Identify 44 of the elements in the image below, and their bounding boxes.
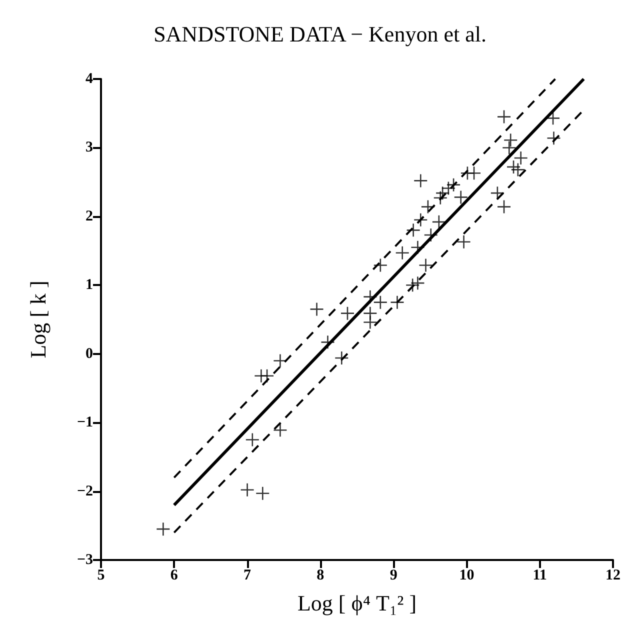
- point: [414, 174, 428, 188]
- point: [406, 224, 420, 237]
- point: [414, 213, 428, 226]
- point: [498, 200, 511, 214]
- point: [498, 110, 511, 124]
- point: [454, 190, 468, 204]
- point: [246, 433, 259, 446]
- point: [274, 424, 287, 437]
- point: [340, 306, 354, 320]
- y-tick-label: 1: [86, 277, 93, 294]
- y-axis-title: Log [ k ]: [26, 280, 50, 358]
- point: [374, 296, 387, 309]
- point: [434, 191, 447, 204]
- x-tick-label: 5: [97, 568, 105, 584]
- x-tick-label: 11: [532, 568, 547, 584]
- y-tick-label: −2: [76, 483, 93, 500]
- x-tick-label: 6: [170, 568, 178, 584]
- point: [468, 166, 481, 180]
- point: [240, 483, 254, 496]
- point: [390, 296, 404, 309]
- point: [511, 163, 524, 176]
- x-tick-label: 12: [606, 568, 620, 584]
- x-tick-label: 9: [390, 568, 398, 584]
- point: [396, 246, 409, 260]
- y-tick-label: −3: [76, 552, 93, 568]
- point: [502, 141, 516, 154]
- point: [364, 316, 377, 329]
- point: [256, 486, 270, 500]
- point: [514, 152, 528, 165]
- y-tick-label: 4: [86, 71, 94, 87]
- y-tick-label: 2: [86, 208, 93, 224]
- point: [457, 235, 470, 248]
- x-tick-label: 7: [244, 568, 252, 584]
- point: [310, 302, 324, 316]
- point: [156, 522, 170, 536]
- chart-title: SANDSTONE DATA − Kenyon et al.: [154, 22, 486, 46]
- point: [274, 354, 287, 368]
- y-tick-label: −1: [76, 414, 93, 431]
- x-axis-title: Log [ ϕ⁴ T₁² ]: [297, 590, 417, 616]
- y-tick-label: 3: [86, 140, 93, 156]
- x-tick-label: 8: [316, 568, 324, 584]
- x-tick-label: 10: [459, 568, 474, 584]
- y-tick-label: 0: [86, 346, 93, 362]
- point: [419, 258, 432, 272]
